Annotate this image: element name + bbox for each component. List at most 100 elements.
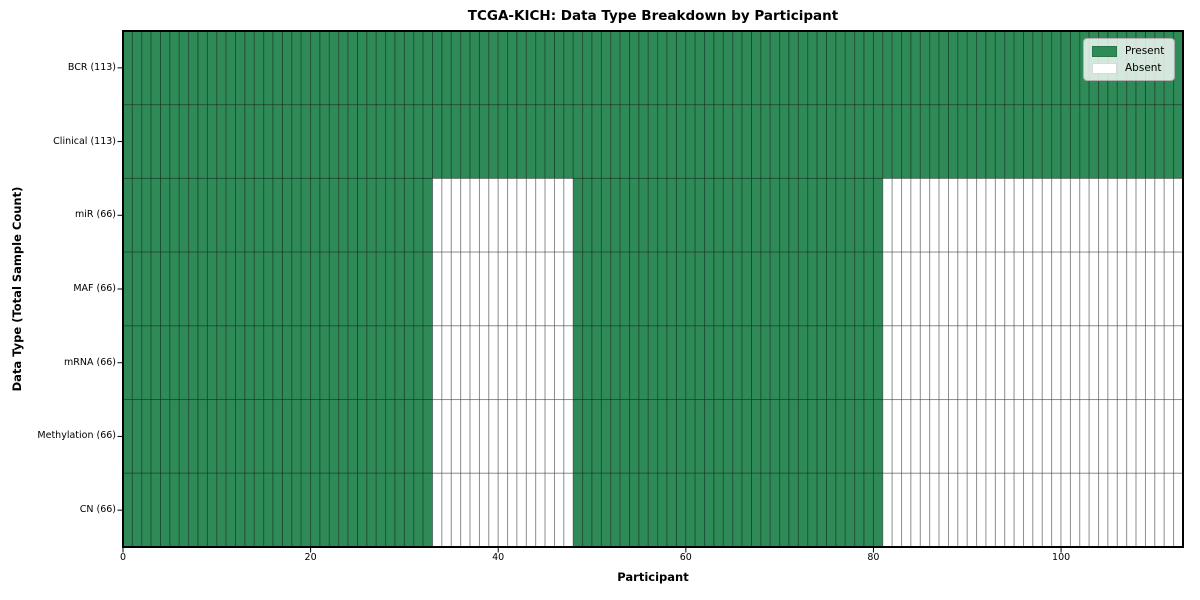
heatmap-cell [1041, 472, 1053, 548]
heatmap-cell [235, 325, 246, 401]
heatmap-cell [1013, 251, 1025, 327]
heatmap-cell [882, 251, 893, 327]
heatmap-cell [694, 325, 706, 401]
heatmap-cell [460, 399, 471, 474]
heatmap-cell [1041, 251, 1053, 327]
heatmap-cell [769, 104, 781, 179]
heatmap-cell [244, 325, 255, 401]
heatmap-cell [178, 472, 190, 548]
heatmap-cell [150, 472, 162, 548]
heatmap-cell [131, 325, 143, 401]
heatmap-cell [1069, 30, 1081, 106]
heatmap-cell [947, 104, 959, 179]
x-tick-label: 40 [492, 552, 505, 563]
heatmap-cell [1163, 251, 1175, 327]
heatmap-cell [957, 472, 968, 548]
heatmap-cell [319, 104, 330, 179]
heatmap-cell [751, 251, 762, 327]
heatmap-cell [910, 325, 921, 401]
heatmap-cell [919, 325, 931, 401]
heatmap-cell [544, 399, 555, 474]
heatmap-cell [826, 177, 837, 253]
heatmap-cell [919, 104, 931, 179]
heatmap-cell [338, 472, 349, 548]
heatmap-cell [769, 472, 781, 548]
heatmap-cell [497, 177, 509, 253]
heatmap-cell [197, 177, 208, 253]
heatmap-cell [788, 472, 799, 548]
heatmap-cell [169, 30, 180, 106]
heatmap-cell [704, 177, 715, 253]
heatmap-cell [1135, 399, 1146, 474]
heatmap-cell [507, 472, 518, 548]
heatmap-cell [253, 30, 265, 106]
heatmap-cell [563, 104, 574, 179]
heatmap-cell [779, 30, 790, 106]
heatmap-cell [272, 325, 283, 401]
heatmap-cell [610, 251, 621, 327]
heatmap-cell [366, 472, 377, 548]
heatmap-cell [131, 251, 143, 327]
heatmap-cell [507, 177, 518, 253]
heatmap-cell [385, 399, 396, 474]
heatmap-cell [357, 177, 368, 253]
heatmap-cell [319, 325, 330, 401]
heatmap-cell [835, 177, 846, 253]
x-tick-label: 20 [304, 552, 317, 563]
heatmap-cell [263, 472, 274, 548]
heatmap-cell [666, 472, 677, 548]
heatmap-cell [235, 30, 246, 106]
heatmap-cell [751, 399, 762, 474]
heatmap-cell [225, 472, 237, 548]
heatmap-cell [891, 104, 903, 179]
heatmap-cell [1173, 399, 1184, 474]
heatmap-cell [469, 104, 480, 179]
heatmap-cell [385, 251, 396, 327]
heatmap-cell [947, 325, 959, 401]
heatmap-cell [319, 472, 330, 548]
heatmap-cell [1144, 472, 1156, 548]
heatmap-cell [206, 104, 218, 179]
heatmap-cell [891, 325, 903, 401]
heatmap-cell [535, 30, 546, 106]
heatmap-cell [160, 104, 171, 179]
heatmap-cell [310, 472, 321, 548]
heatmap-cell [319, 30, 330, 106]
heatmap-cell [1079, 399, 1090, 474]
heatmap-cell [769, 30, 781, 106]
legend: Present Absent [1083, 38, 1175, 81]
heatmap-cell [732, 399, 743, 474]
heatmap-cell [976, 325, 987, 401]
heatmap-cell [694, 104, 706, 179]
heatmap-cell [1135, 325, 1146, 401]
heatmap-cell [169, 399, 180, 474]
heatmap-cell [1154, 399, 1165, 474]
heatmap-cell [779, 104, 790, 179]
heatmap-cell [929, 104, 940, 179]
heatmap-cell [657, 30, 668, 106]
heatmap-cell [835, 325, 846, 401]
heatmap-cell [826, 251, 837, 327]
heatmap-cell [919, 251, 931, 327]
heatmap-cell [1098, 104, 1109, 179]
heatmap-cell [844, 177, 856, 253]
legend-item-absent: Absent [1092, 62, 1166, 74]
heatmap-cell [994, 472, 1006, 548]
heatmap-cell [600, 30, 612, 106]
heatmap-cell [300, 251, 312, 327]
heatmap-cell [169, 472, 180, 548]
heatmap-cell [328, 472, 340, 548]
heatmap-cell [300, 325, 312, 401]
heatmap-cell [844, 325, 856, 401]
heatmap-cell [910, 251, 921, 327]
x-axis-label: Participant [617, 570, 689, 584]
heatmap-cell [854, 104, 865, 179]
heatmap-cell [713, 251, 724, 327]
heatmap-cell [732, 251, 743, 327]
heatmap-cell [441, 30, 452, 106]
heatmap-cell [235, 251, 246, 327]
heatmap-cell [591, 30, 602, 106]
heatmap-cell [807, 104, 818, 179]
heatmap-cell [478, 325, 490, 401]
